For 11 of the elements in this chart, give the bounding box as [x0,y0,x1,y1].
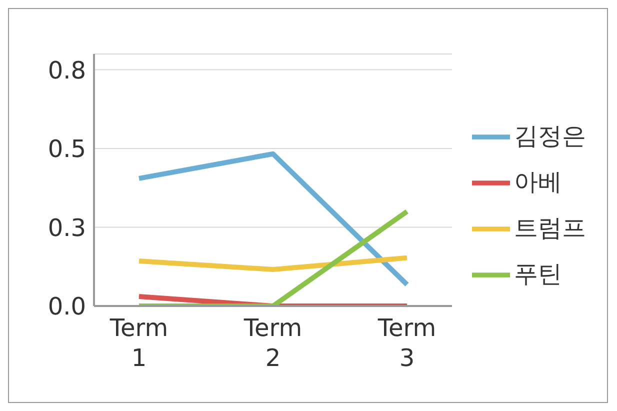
y-tick-label: 0.0 [48,292,86,321]
y-tick-label: 0.5 [48,135,86,164]
x-tick-label: Term 2 [242,314,302,372]
x-tick-label: Term 1 [108,314,168,372]
legend-label: 트럼프 [514,214,586,242]
legend-label: 김정은 [514,122,586,150]
y-tick-label: 0.3 [48,214,86,242]
x-tick-label: Term 3 [376,314,436,372]
legend-label: 아베 [514,168,562,196]
legend-label: 푸틴 [514,260,562,288]
y-tick-label: 0.8 [48,56,86,84]
